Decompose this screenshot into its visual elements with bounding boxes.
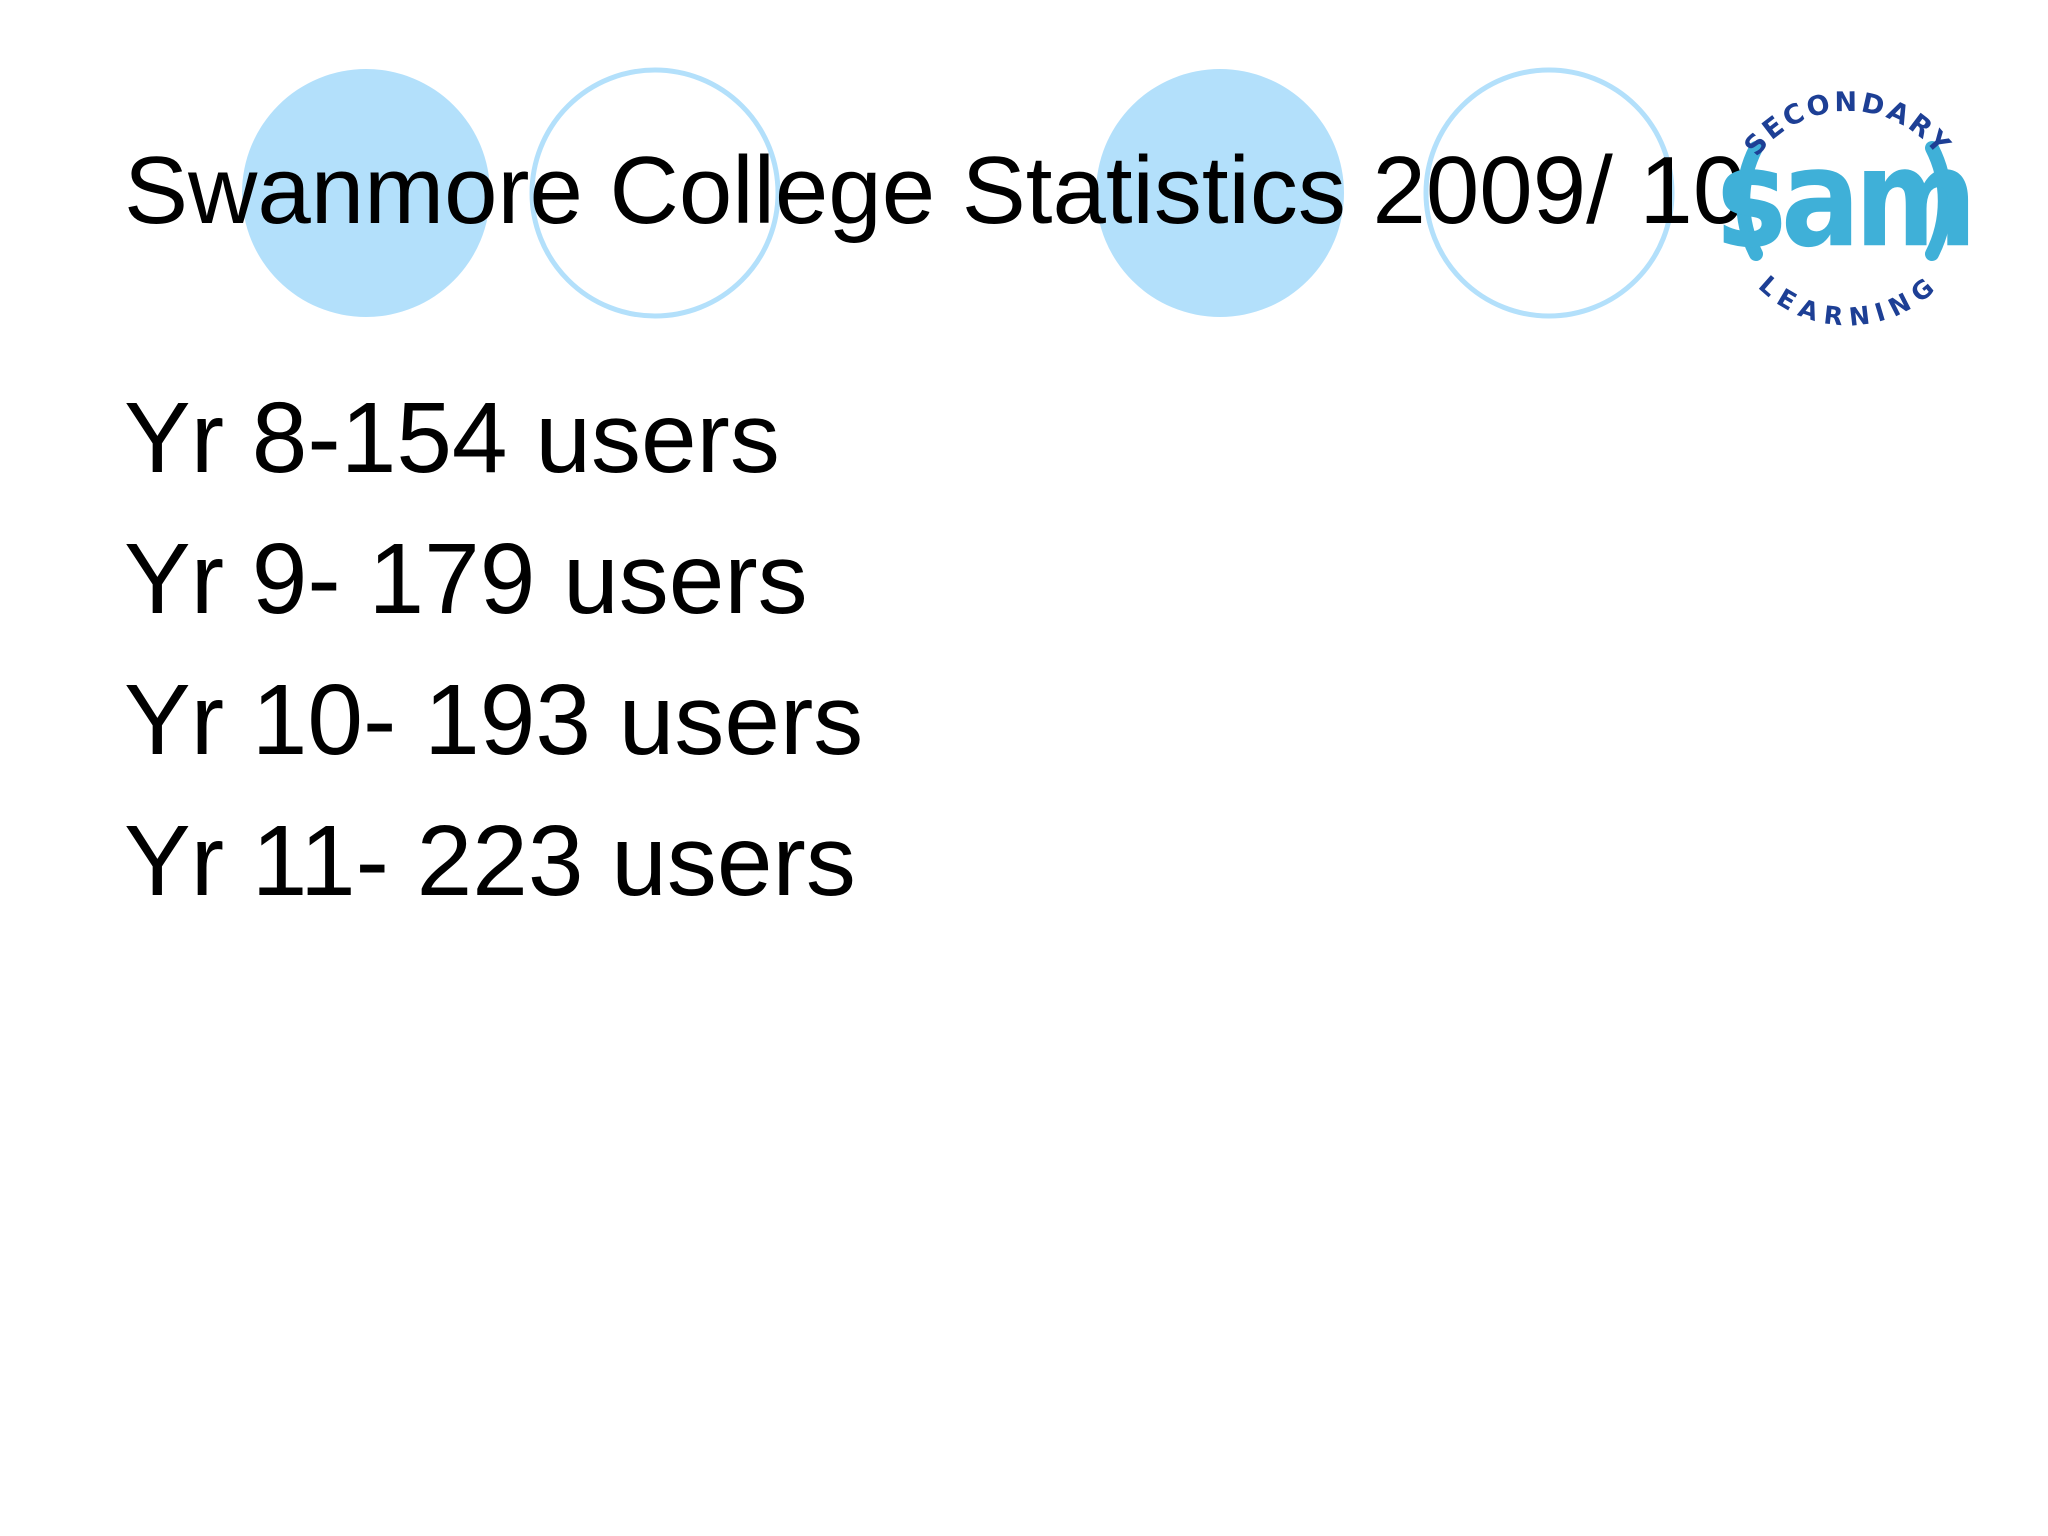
decorative-ring-circle-1 bbox=[529, 67, 781, 319]
decorative-filled-circle-1 bbox=[242, 69, 490, 317]
list-item: Yr 8-154 users bbox=[124, 382, 780, 494]
decorative-circles bbox=[242, 67, 1675, 319]
list-item: Yr 9- 179 users bbox=[124, 523, 808, 635]
sam-learning-logo: sam SECONDARY LEARNING bbox=[1717, 87, 1978, 332]
logo-arc-bottom-text: LEARNING bbox=[1753, 270, 1938, 332]
statistics-list: Yr 8-154 users Yr 9- 179 users Yr 10- 19… bbox=[124, 368, 863, 932]
svg-text:LEARNING: LEARNING bbox=[1753, 270, 1942, 332]
decorative-filled-circle-2 bbox=[1096, 69, 1344, 317]
decorative-ring-circle-2 bbox=[1423, 67, 1675, 319]
list-item: Yr 10- 193 users bbox=[124, 664, 864, 776]
slide-title: Swanmore College Statistics 2009/ 10 bbox=[124, 137, 1747, 244]
list-item: Yr 11- 223 users bbox=[124, 805, 856, 917]
logo-center-text: sam bbox=[1717, 119, 1972, 277]
